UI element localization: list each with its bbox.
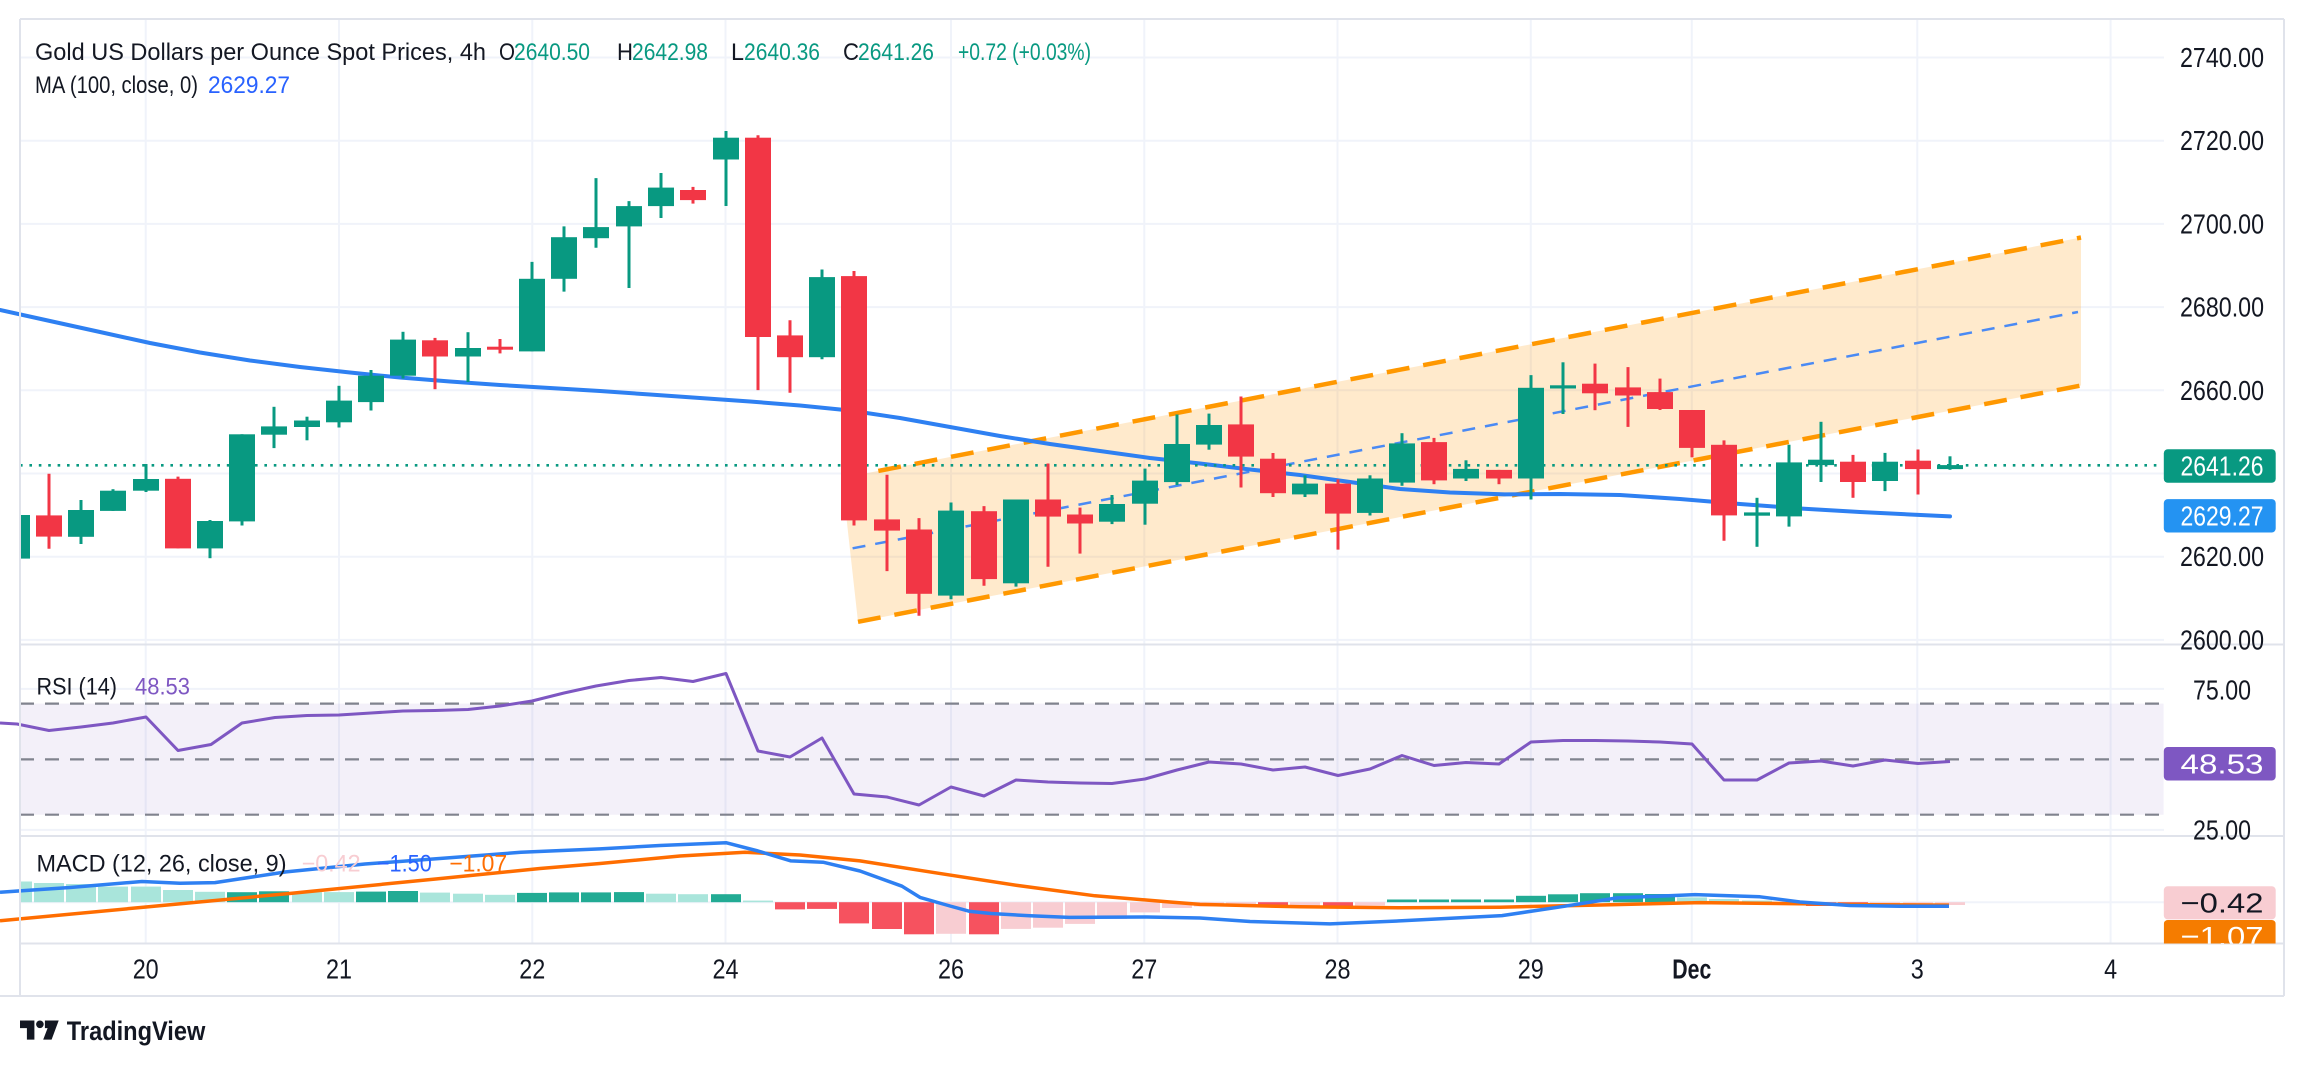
svg-text:TradingView: TradingView bbox=[67, 1016, 206, 1046]
svg-text:−1.50: −1.50 bbox=[377, 851, 432, 878]
svg-text:2641.26: 2641.26 bbox=[858, 39, 934, 66]
svg-text:L: L bbox=[731, 39, 744, 66]
svg-text:−1.07: −1.07 bbox=[2181, 921, 2264, 952]
svg-text:O: O bbox=[499, 39, 515, 66]
svg-text:2700.00: 2700.00 bbox=[2180, 208, 2264, 239]
svg-text:22: 22 bbox=[519, 954, 545, 985]
svg-text:75.00: 75.00 bbox=[2193, 675, 2251, 706]
svg-text:48.53: 48.53 bbox=[2181, 748, 2264, 779]
svg-text:2640.36: 2640.36 bbox=[744, 39, 820, 66]
svg-text:−0.42: −0.42 bbox=[302, 851, 361, 878]
svg-text:26: 26 bbox=[938, 954, 964, 985]
svg-text:2720.00: 2720.00 bbox=[2180, 125, 2264, 156]
svg-text:2680.00: 2680.00 bbox=[2180, 292, 2264, 323]
svg-text:+0.72 (+0.03%): +0.72 (+0.03%) bbox=[958, 39, 1091, 66]
svg-text:H: H bbox=[617, 39, 633, 66]
svg-text:4: 4 bbox=[2104, 954, 2117, 985]
svg-text:2629.27: 2629.27 bbox=[2181, 500, 2264, 531]
svg-text:RSI (14): RSI (14) bbox=[37, 674, 118, 701]
svg-text:2640.50: 2640.50 bbox=[514, 39, 590, 66]
svg-text:25.00: 25.00 bbox=[2193, 814, 2251, 845]
svg-text:24: 24 bbox=[713, 954, 739, 985]
svg-text:MACD (12, 26, close, 9): MACD (12, 26, close, 9) bbox=[37, 851, 287, 878]
svg-text:−1.07: −1.07 bbox=[449, 851, 507, 878]
svg-text:2620.00: 2620.00 bbox=[2180, 541, 2264, 572]
svg-text:−0.42: −0.42 bbox=[2181, 887, 2264, 918]
svg-text:2600.00: 2600.00 bbox=[2180, 624, 2264, 655]
svg-text:29: 29 bbox=[1518, 954, 1544, 985]
svg-text:2740.00: 2740.00 bbox=[2180, 42, 2264, 73]
svg-text:20: 20 bbox=[133, 954, 159, 985]
svg-text:2660.00: 2660.00 bbox=[2180, 375, 2264, 406]
svg-text:MA (100, close, 0): MA (100, close, 0) bbox=[35, 72, 198, 99]
svg-text:2641.26: 2641.26 bbox=[2181, 451, 2264, 482]
svg-text:Gold US Dollars per Ounce Spot: Gold US Dollars per Ounce Spot Prices, 4… bbox=[35, 39, 486, 66]
svg-text:C: C bbox=[843, 39, 859, 66]
svg-text:Dec: Dec bbox=[1672, 954, 1711, 985]
svg-text:28: 28 bbox=[1325, 954, 1351, 985]
svg-text:2629.27: 2629.27 bbox=[208, 72, 290, 99]
svg-text:2642.98: 2642.98 bbox=[632, 39, 708, 66]
svg-text:3: 3 bbox=[1911, 954, 1924, 985]
svg-text:27: 27 bbox=[1131, 954, 1157, 985]
svg-text:48.53: 48.53 bbox=[135, 674, 190, 701]
svg-text:21: 21 bbox=[326, 954, 352, 985]
